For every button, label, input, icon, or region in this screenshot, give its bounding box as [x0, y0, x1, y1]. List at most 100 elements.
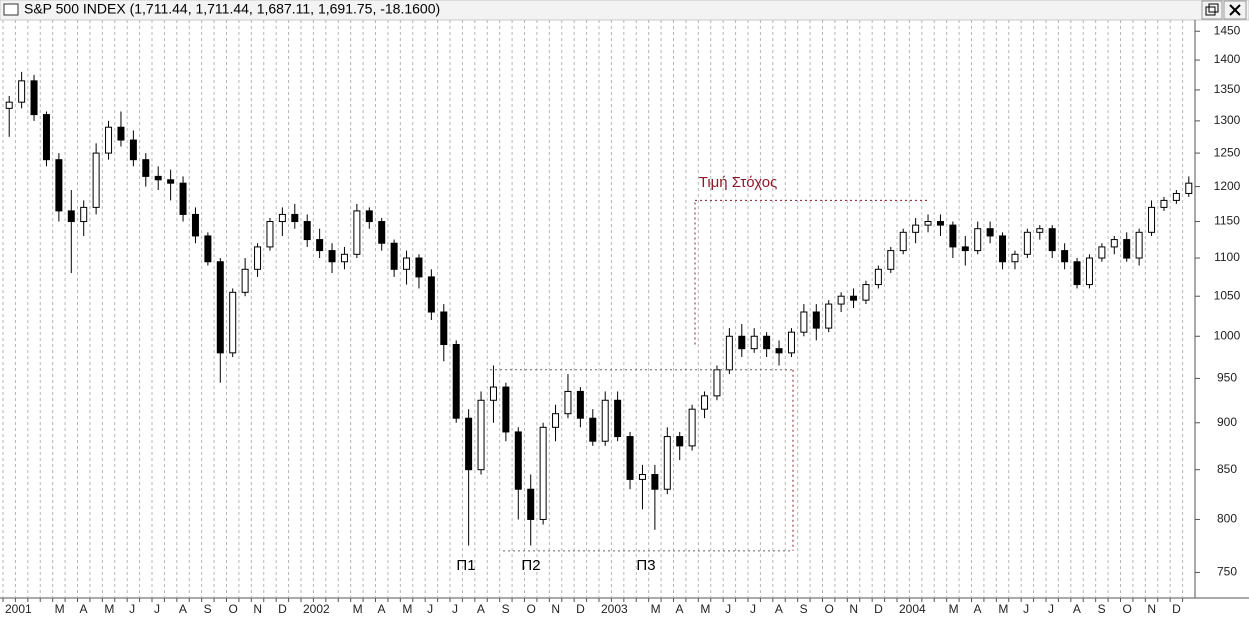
candle-body — [775, 348, 783, 354]
candle-body — [303, 221, 311, 241]
x-tick-label: M — [353, 602, 363, 616]
candle-body — [105, 126, 113, 154]
candle-body — [862, 284, 870, 301]
x-tick-label: M — [651, 602, 661, 616]
x-tick-label: M — [700, 602, 710, 616]
x-tick-label: M — [104, 602, 114, 616]
candle-body — [241, 268, 249, 293]
x-tick-label: J — [725, 602, 731, 616]
candle-body — [1061, 250, 1069, 263]
candle-body — [440, 311, 448, 346]
candle-body — [936, 221, 944, 226]
candle-body — [676, 436, 684, 447]
candle-body — [725, 335, 733, 371]
x-tick-label: N — [253, 602, 262, 616]
y-tick-label: 800 — [1217, 512, 1237, 526]
candle-body — [576, 390, 584, 419]
x-tick-label: O — [825, 602, 834, 616]
candle-body — [30, 80, 38, 116]
y-tick-label: 1200 — [1214, 179, 1241, 193]
title-bar — [0, 0, 1249, 21]
candle-body — [117, 126, 125, 141]
candle-body — [589, 417, 597, 442]
x-tick-label: O — [1123, 602, 1132, 616]
candle-body — [1160, 199, 1168, 208]
candle-body — [229, 291, 237, 354]
candle-body — [390, 242, 398, 270]
candle-body — [278, 213, 286, 223]
x-tick-label: M — [55, 602, 65, 616]
candle-body — [216, 261, 224, 354]
candle-body — [701, 395, 709, 410]
candle-body — [713, 369, 721, 397]
candle-body — [912, 224, 920, 233]
candle-body — [601, 399, 609, 442]
candle-body — [787, 331, 795, 354]
candle-body — [924, 221, 932, 226]
y-tick-label: 1000 — [1214, 328, 1241, 342]
candle-body — [353, 210, 361, 255]
candle-body — [154, 175, 162, 181]
x-tick-label: J — [154, 602, 160, 616]
annotation: Τιμή Στόχος — [699, 174, 778, 191]
candle-body — [465, 417, 473, 471]
candle-body — [552, 413, 560, 428]
x-tick-label: N — [849, 602, 858, 616]
candle-body — [254, 246, 262, 270]
x-tick-label: A — [80, 602, 88, 616]
candle-body — [663, 436, 671, 490]
y-tick-label: 1250 — [1214, 145, 1241, 159]
candle-body — [688, 408, 696, 447]
close-button[interactable] — [1223, 0, 1247, 20]
x-tick-label: N — [1147, 602, 1156, 616]
x-tick-label: 2002 — [303, 602, 330, 616]
y-tick-label: 1450 — [1214, 23, 1241, 37]
candle-body — [427, 276, 435, 313]
candle-body — [340, 253, 348, 263]
candle-body — [1048, 228, 1056, 252]
x-tick-label: D — [874, 602, 883, 616]
x-tick-label: 2001 — [5, 602, 32, 616]
window-icon — [3, 3, 19, 16]
candle-body — [974, 228, 982, 252]
x-tick-label: D — [1172, 602, 1181, 616]
candle-body — [812, 311, 820, 329]
candle-body — [1148, 206, 1156, 233]
x-tick-label: M — [402, 602, 412, 616]
candle-body — [1098, 246, 1106, 259]
candle-body — [18, 80, 26, 103]
candle-body — [204, 235, 212, 263]
candle-body — [179, 182, 187, 215]
candle-body — [266, 221, 274, 248]
x-tick-label: A — [775, 602, 783, 616]
candle-body — [167, 179, 175, 184]
x-tick-label: D — [576, 602, 585, 616]
y-tick-label: 1400 — [1214, 52, 1241, 66]
y-tick-label: 1300 — [1214, 113, 1241, 127]
candle-body — [403, 257, 411, 270]
x-tick-label: 2004 — [899, 602, 926, 616]
candle-body — [514, 431, 522, 490]
candle-body — [837, 295, 845, 305]
candle-body — [477, 399, 485, 471]
candle-body — [55, 159, 63, 212]
candle-body — [961, 246, 969, 252]
candle-body — [365, 210, 373, 223]
candle-body — [1135, 231, 1143, 259]
candle-body — [452, 344, 460, 419]
x-tick-label: S — [800, 602, 808, 616]
candle-body — [763, 335, 771, 350]
restore-button[interactable] — [1201, 0, 1223, 20]
x-tick-label: O — [229, 602, 238, 616]
candle-body — [378, 221, 386, 244]
candle-body — [1110, 239, 1118, 248]
candle-body — [539, 426, 547, 520]
x-tick-label: A — [179, 602, 187, 616]
candle-body — [489, 386, 497, 401]
candle-body — [1123, 239, 1131, 259]
candle-body — [42, 114, 50, 161]
candle-body — [887, 250, 895, 270]
y-tick-label: 750 — [1217, 565, 1237, 579]
candle-body — [92, 152, 100, 208]
